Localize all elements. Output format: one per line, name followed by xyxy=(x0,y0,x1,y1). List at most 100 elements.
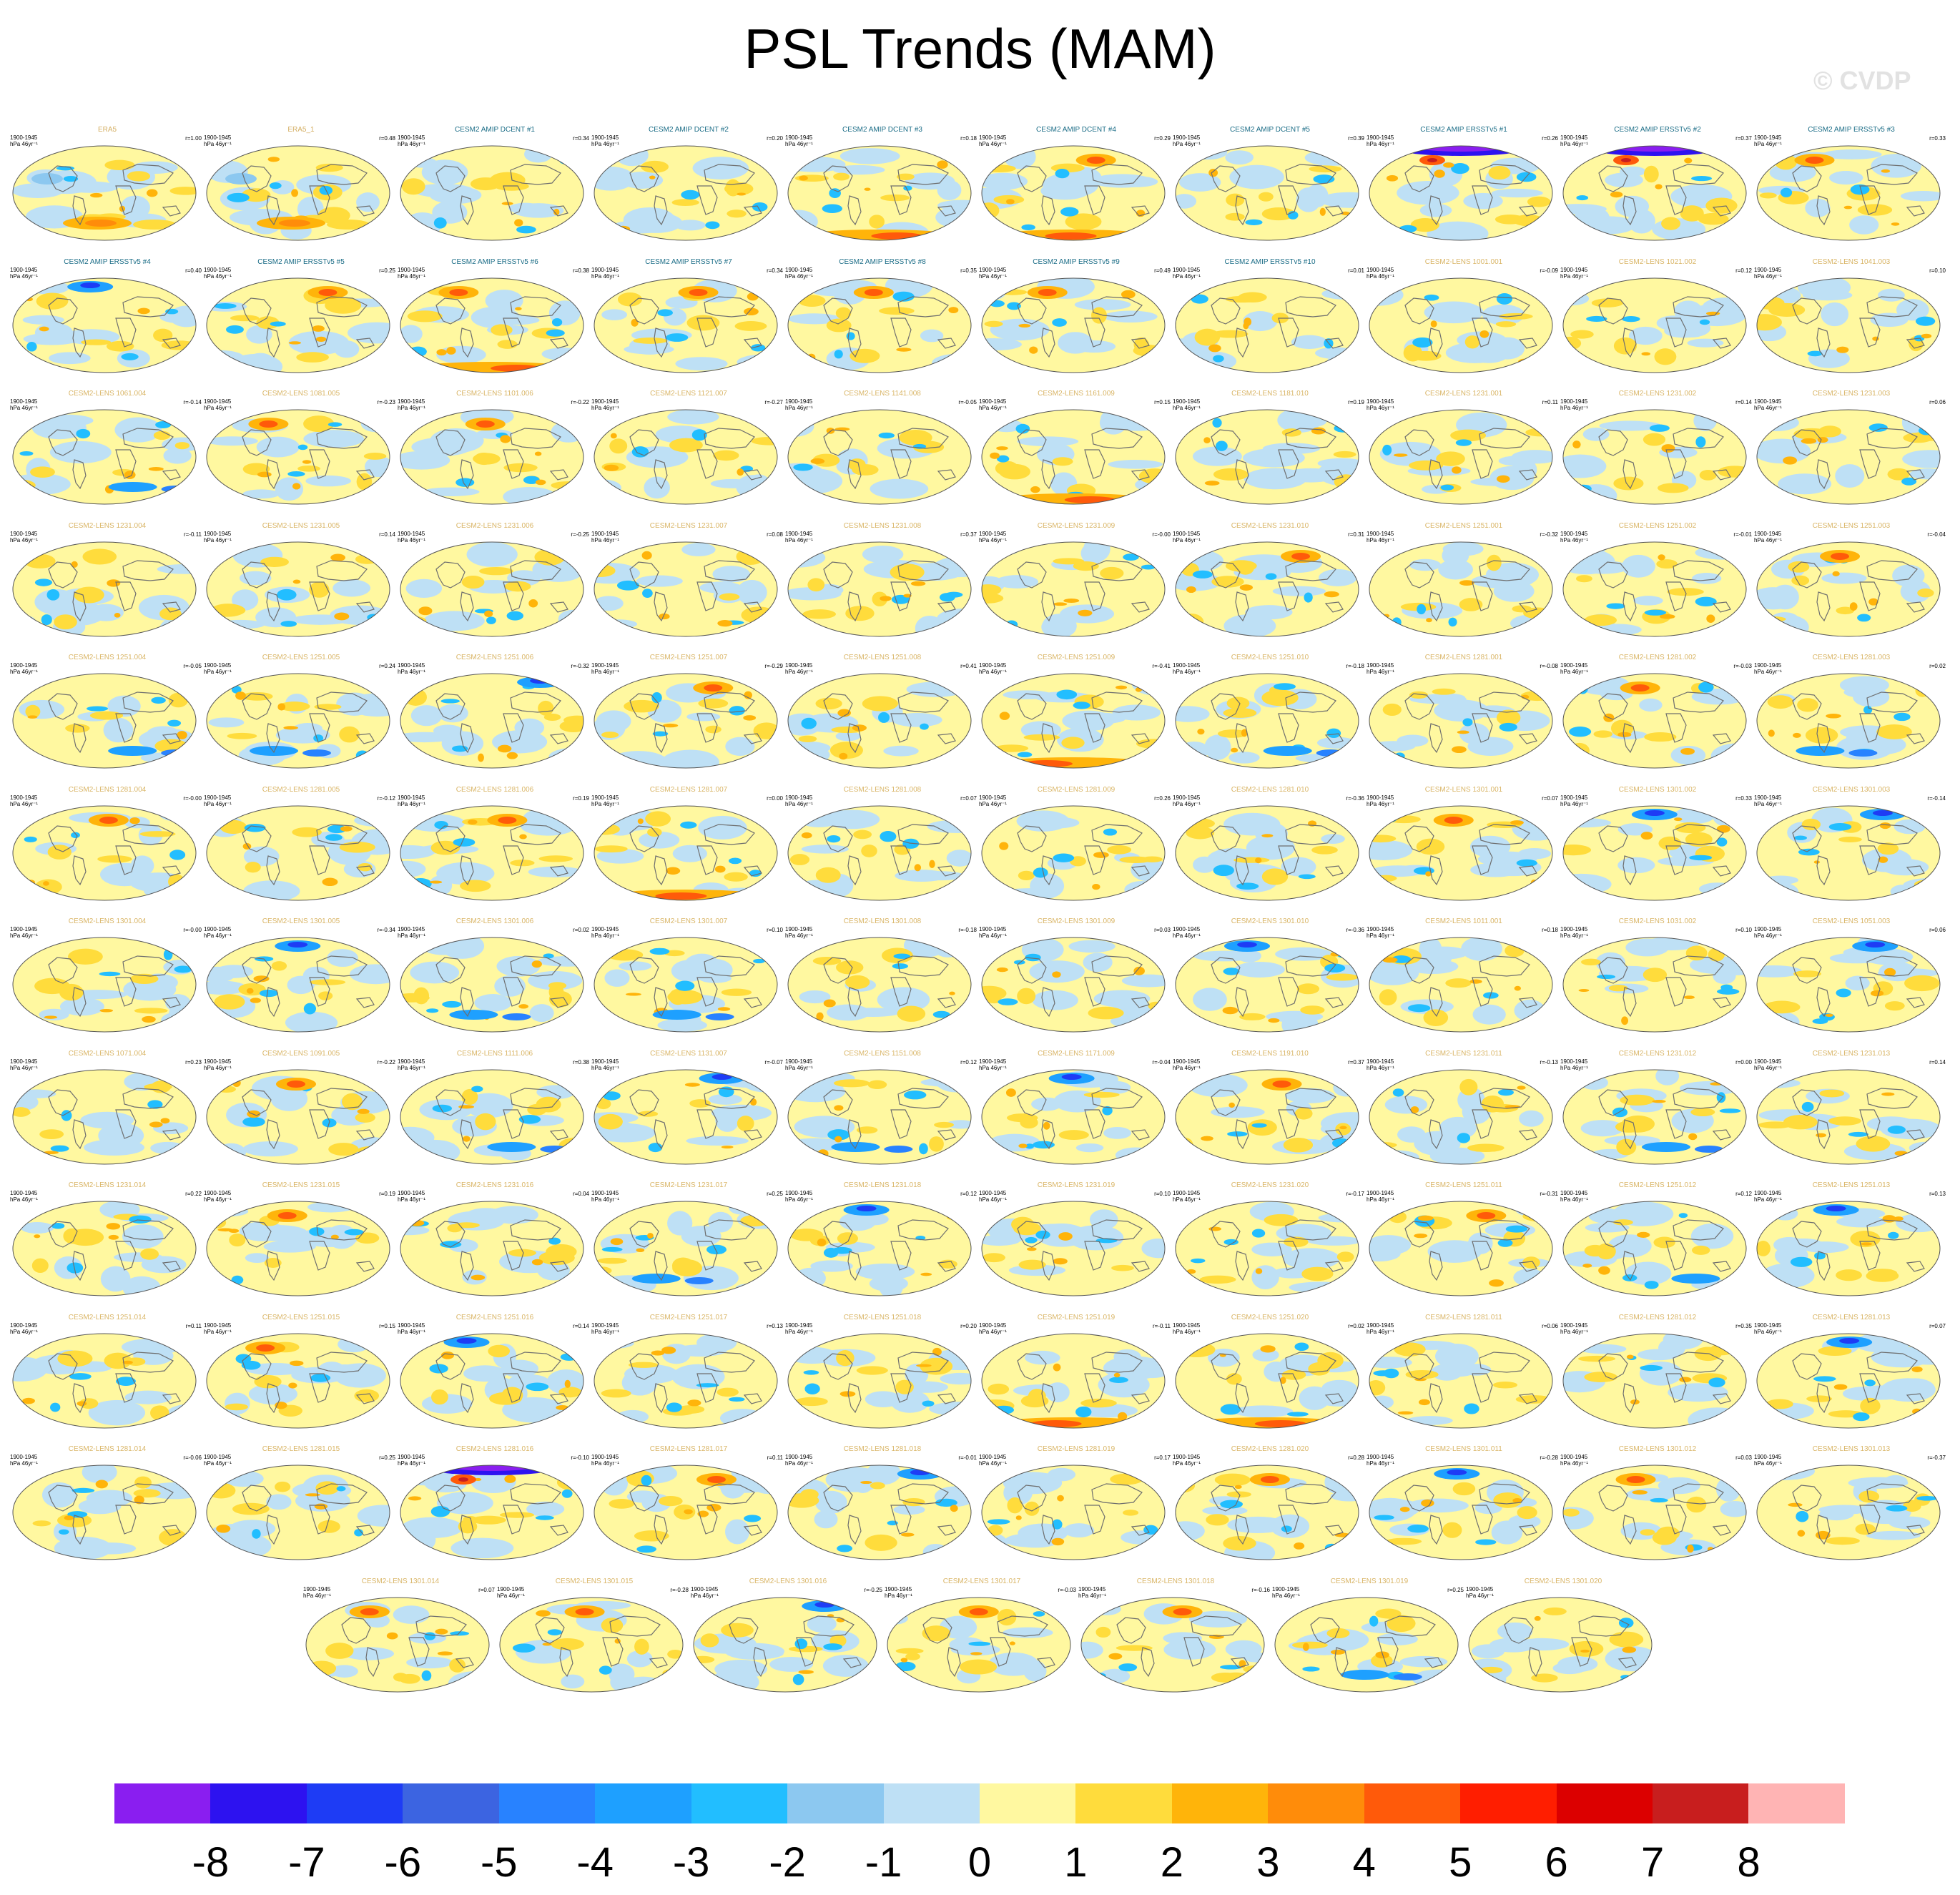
positive-trend-area xyxy=(431,1389,448,1404)
positive-trend-area xyxy=(1658,553,1665,561)
positive-trend-area xyxy=(983,164,1016,173)
panel-unit: hPa 46yr⁻¹ xyxy=(1466,1592,1494,1599)
negative-trend-area xyxy=(1419,203,1452,217)
coastline xyxy=(1598,825,1628,852)
positive-trend-area xyxy=(1517,1506,1537,1520)
coastline xyxy=(1622,723,1637,754)
negative-trend-area xyxy=(326,1224,358,1249)
coastline xyxy=(1792,297,1822,325)
panel-correlation: r=-0.00 xyxy=(183,927,202,933)
trend-map xyxy=(12,277,197,373)
negative-trend-area xyxy=(883,745,919,757)
positive-trend-area xyxy=(1206,1514,1229,1526)
positive-trend-area xyxy=(553,208,560,216)
negative-trend-area xyxy=(919,1143,928,1154)
positive-trend-area xyxy=(982,1141,1000,1151)
map-panel: CESM2-LENS 1301.005 1900-1945 hPa 46yr⁻¹ r=… xyxy=(204,917,397,1039)
positive-trend-area xyxy=(1186,1269,1196,1274)
colorbar-box-17 xyxy=(1748,1783,1845,1823)
coastline xyxy=(355,601,375,613)
positive-trend-area xyxy=(534,548,566,566)
panel-title: CESM2-LENS 1231.006 xyxy=(455,521,534,530)
panel-correlation: r=0.14 xyxy=(1929,1058,1946,1065)
map-field xyxy=(400,277,583,373)
globe-outline xyxy=(1562,277,1747,373)
negative-trend-area xyxy=(655,425,706,443)
map-field xyxy=(1369,541,1552,636)
negative-trend-area xyxy=(1878,288,1905,302)
coastline xyxy=(122,691,174,713)
coastline xyxy=(1712,733,1731,744)
negative-trend-area xyxy=(1716,837,1728,847)
negative-trend-area xyxy=(88,604,124,621)
map-panel: CESM2-LENS 1111.006 1900-1945 hPa 46yr⁻¹ r=… xyxy=(398,1050,591,1171)
negative-trend-area xyxy=(453,837,476,847)
coastline xyxy=(1816,591,1831,621)
trend-map xyxy=(981,145,1166,241)
positive-trend-area xyxy=(386,1632,398,1639)
positive-trend-area xyxy=(471,1515,506,1525)
coastline xyxy=(1906,337,1925,349)
positive-trend-area xyxy=(1836,606,1855,614)
positive-trend-area xyxy=(458,1477,468,1482)
coastline xyxy=(48,1485,78,1512)
negative-trend-area xyxy=(661,749,719,768)
positive-trend-area xyxy=(810,458,825,464)
positive-trend-area xyxy=(861,844,877,857)
trend-map xyxy=(12,937,197,1033)
panel-period: 1900-1945 xyxy=(1754,134,1782,141)
negative-trend-area xyxy=(1263,746,1312,756)
coastline xyxy=(1479,691,1530,713)
coastline xyxy=(897,955,949,977)
coastline xyxy=(823,297,853,325)
positive-trend-area xyxy=(1656,558,1678,568)
panel-title: CESM2-LENS 1231.014 xyxy=(68,1181,147,1189)
coastline xyxy=(72,591,87,621)
globe-outline xyxy=(1562,1201,1747,1296)
panel-title: CESM2 AMIP DCENT #4 xyxy=(1036,126,1116,134)
panel-correlation: r=0.35 xyxy=(1735,1322,1752,1329)
globe-outline xyxy=(206,1465,390,1560)
trend-map xyxy=(305,1597,490,1692)
coastline xyxy=(1404,693,1434,720)
positive-trend-area xyxy=(1825,1013,1833,1017)
map-panel: CESM2-LENS 1301.011 1900-1945 hPa 46yr⁻¹ r=… xyxy=(1366,1445,1560,1567)
negative-trend-area xyxy=(1845,975,1870,991)
globe-outline xyxy=(1756,1069,1941,1164)
positive-trend-area xyxy=(1632,1490,1648,1495)
negative-trend-area xyxy=(1765,157,1775,162)
panel-correlation: r=-0.03 xyxy=(1058,1586,1076,1593)
coastline xyxy=(316,428,368,449)
positive-trend-area xyxy=(617,292,642,307)
map-panel: CESM2-LENS 1231.010 1900-1945 hPa 46yr⁻¹ r=… xyxy=(1173,522,1366,644)
coastline xyxy=(1712,205,1731,217)
negative-trend-area xyxy=(803,1369,819,1375)
coastline xyxy=(1041,855,1055,885)
positive-trend-area xyxy=(216,604,246,616)
map-background xyxy=(788,937,971,1032)
map-panel: CESM2-LENS 1251.002 1900-1945 hPa 46yr⁻¹ r=… xyxy=(1560,522,1753,644)
coastline xyxy=(1598,165,1628,192)
map-panel: CESM2-LENS 1231.002 1900-1945 hPa 46yr⁻¹ r=… xyxy=(1560,390,1753,511)
panel-unit: hPa 46yr⁻¹ xyxy=(303,1592,331,1599)
coastline xyxy=(1404,1485,1434,1512)
coastline xyxy=(1017,825,1047,852)
positive-trend-area xyxy=(1007,1497,1023,1514)
globe-outline xyxy=(594,937,778,1033)
coastline xyxy=(1479,295,1530,318)
coastline xyxy=(1084,713,1105,743)
negative-trend-area xyxy=(920,723,929,730)
panel-correlation: r=0.37 xyxy=(1348,1058,1364,1065)
coastline xyxy=(115,581,137,611)
positive-trend-area xyxy=(1053,557,1085,564)
positive-trend-area xyxy=(1680,205,1704,222)
negative-trend-area xyxy=(1412,337,1433,348)
negative-trend-area xyxy=(1780,187,1793,197)
coastline xyxy=(341,1616,371,1644)
coastline xyxy=(1404,429,1434,456)
negative-trend-area xyxy=(1434,699,1489,722)
positive-trend-area xyxy=(902,1497,925,1507)
negative-trend-area xyxy=(796,283,822,294)
coastline xyxy=(947,1646,961,1677)
panel-title: CESM2 AMIP ERSSTv5 #9 xyxy=(1033,257,1120,266)
